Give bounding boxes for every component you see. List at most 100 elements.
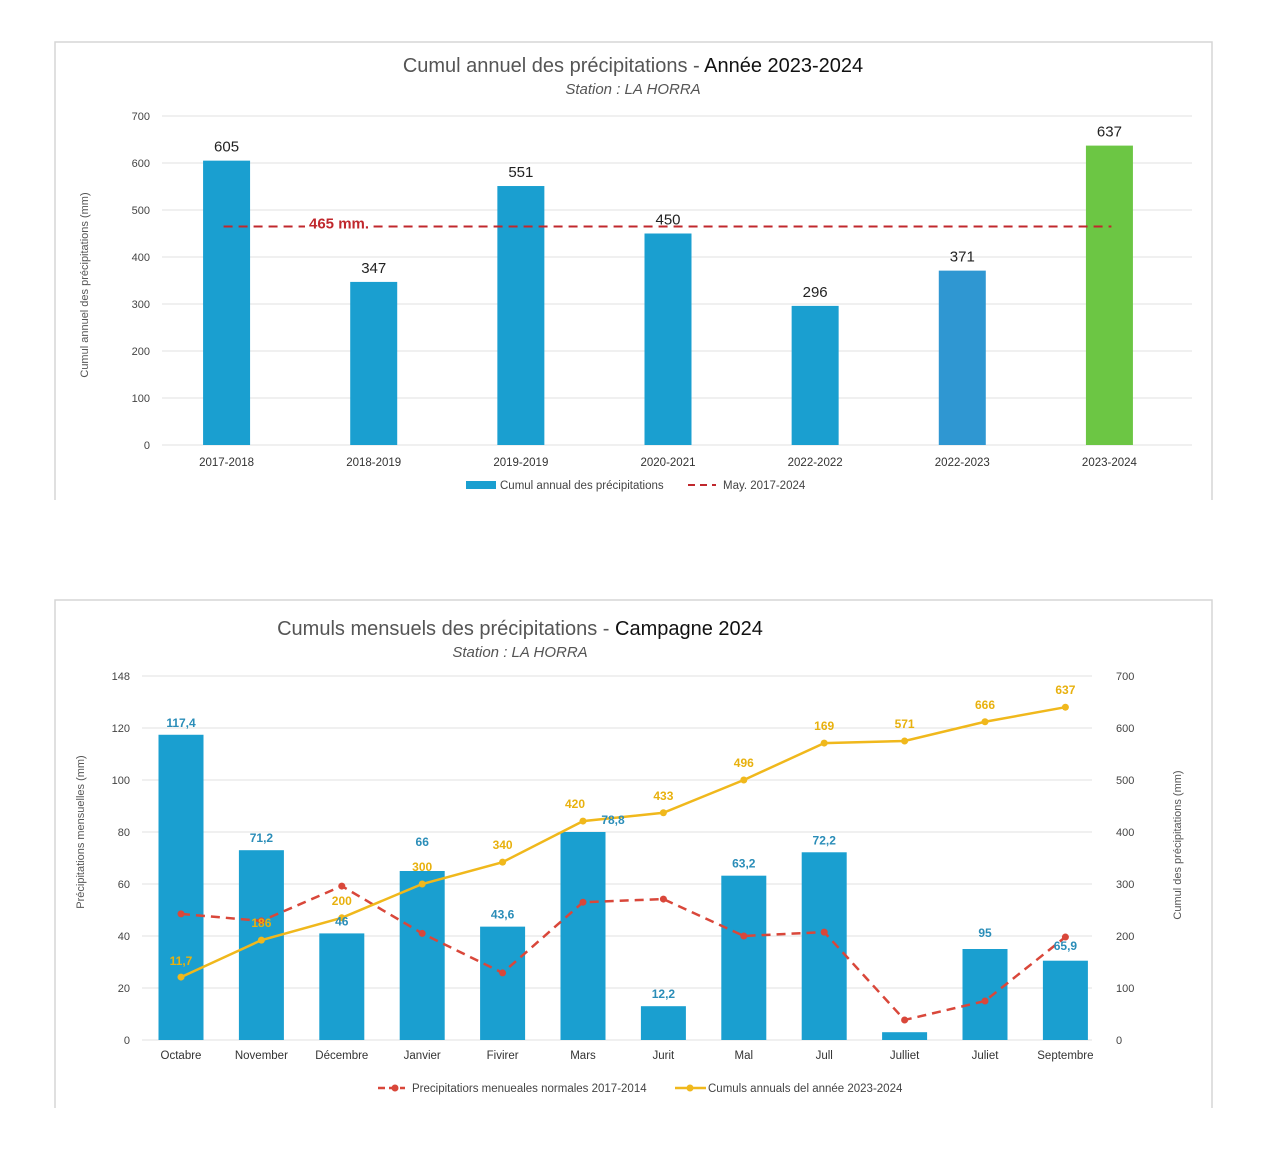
left-y-tick-label: 100: [112, 775, 130, 787]
bar-value-label: 605: [214, 139, 239, 156]
normal-monthly-point: [740, 932, 748, 940]
cumul-point: [659, 809, 667, 817]
x-tick-label: 2023-2024: [1082, 457, 1138, 469]
mean-label-background: [305, 214, 373, 231]
bar-2022-2022: [791, 305, 839, 445]
bar-Fivirer: [480, 926, 526, 1040]
y-tick-label: 500: [132, 205, 150, 217]
cumul-value-label: 340: [493, 838, 513, 852]
x-tick-label: Janvier: [404, 1050, 441, 1062]
bar-value-label: 637: [1097, 124, 1122, 141]
cumul-value-label: 186: [251, 916, 271, 930]
chart2-legend-normal-marker: [391, 1084, 399, 1092]
bar-value-label: 296: [803, 284, 828, 301]
cumul-value-label: 433: [653, 789, 673, 803]
x-tick-label: 2019-2019: [493, 457, 548, 469]
cumul-value-label: 420: [565, 797, 585, 811]
x-tick-label: Septembre: [1037, 1050, 1093, 1062]
left-y-tick-label: 0: [124, 1035, 130, 1047]
cumul-value-label: 169: [814, 719, 834, 733]
chart1-legend-bar-swatch: [466, 481, 496, 489]
cumul-value-label: 11,7: [170, 954, 193, 968]
cumul-point: [740, 776, 748, 784]
bar-value-label: 71,2: [250, 831, 274, 845]
normal-monthly-point: [338, 882, 346, 890]
bar-Octabre: [158, 734, 204, 1040]
bar-Mars: [560, 832, 606, 1040]
bar-Juliet: [962, 949, 1008, 1040]
bar-Mal: [721, 875, 767, 1040]
chart2-plot: 0 0 20 100 40 200 60 300 80 400 100 500 120 600 148 700…: [112, 671, 1135, 1062]
right-y-tick-label: 600: [1116, 723, 1134, 735]
x-tick-label: Jurit: [653, 1050, 676, 1062]
normal-monthly-line: [180, 884, 1067, 1022]
bar-Jull: [801, 852, 847, 1040]
chart1-panel: [54, 41, 1213, 500]
bar-value-label: 450: [655, 212, 680, 229]
mean-reference-label: 465 mm.: [309, 215, 369, 232]
chart2-legend-cumul-label: Cumuls annuals del année 2023-2024: [708, 1083, 903, 1095]
right-y-tick-label: 200: [1116, 931, 1134, 943]
cumul-point: [1061, 703, 1069, 711]
bar-2018-2019: [350, 281, 398, 445]
x-tick-label: November: [235, 1050, 288, 1062]
cumul-point: [579, 817, 587, 825]
x-tick-label: 2017-2018: [199, 457, 254, 469]
left-y-tick-label: 80: [118, 827, 130, 839]
normal-monthly-point: [659, 895, 667, 903]
x-tick-label: Jull: [816, 1050, 833, 1062]
bar-2020-2021: [644, 233, 692, 445]
bar-value-label: 12,2: [652, 987, 676, 1001]
x-tick-label: Juliet: [972, 1050, 1000, 1062]
bar-value-label: 551: [508, 164, 533, 181]
chart1-plot: 0 100 200 300 400 500 600 700 605 2017-2018 347 201…: [132, 111, 1192, 469]
bar-2019-2019: [497, 186, 545, 445]
bar-value-label: 72,2: [813, 833, 837, 847]
cumul-point: [257, 936, 265, 944]
bar-value-label: 95: [978, 926, 992, 940]
normal-monthly-point: [901, 1016, 909, 1024]
x-tick-label: Mal: [735, 1050, 754, 1062]
bar-Janvier: [399, 871, 445, 1040]
chart2-subtitle: Station : LA HORRA: [452, 644, 587, 661]
chart2-right-axis-title: Cumul des précipitations (mm): [1172, 770, 1184, 919]
y-tick-label: 700: [132, 111, 150, 123]
chart1-legend-bar-label: Cumul annual des précipitations: [500, 480, 664, 492]
chart1-legend-mean-label: May. 2017-2024: [723, 480, 806, 492]
chart2-title: Cumuls mensuels des précipitations - Cam…: [277, 618, 763, 640]
left-y-tick-label: 60: [118, 879, 130, 891]
bar-value-label: 347: [361, 260, 386, 277]
cumul-line: [180, 705, 1066, 979]
chart1-title: Cumul annuel des précipitations - Année …: [403, 55, 863, 77]
cumul-value-label: 637: [1055, 683, 1075, 697]
bar-value-label: 43,6: [491, 908, 515, 922]
normal-monthly-point: [418, 929, 426, 937]
x-tick-label: Mars: [570, 1050, 596, 1062]
y-tick-label: 600: [132, 158, 150, 170]
right-y-tick-label: 400: [1116, 827, 1134, 839]
cumul-point: [418, 880, 426, 888]
right-y-tick-label: 500: [1116, 775, 1134, 787]
chart1-y-axis-title: Cumul annuel des précipitations (mm): [79, 192, 91, 377]
normal-monthly-point: [177, 910, 185, 918]
bar-2017-2018: [203, 160, 251, 445]
chart2-legend-normal-label: Precipitatiors menueales normales 2017-2…: [412, 1083, 647, 1095]
cumul-point: [820, 739, 828, 747]
left-y-tick-label: 20: [118, 983, 130, 995]
cumul-point: [981, 718, 989, 726]
bar-value-label: 46: [335, 914, 349, 928]
y-tick-label: 400: [132, 252, 150, 264]
y-tick-label: 0: [144, 440, 150, 452]
x-tick-label: Octabre: [161, 1050, 202, 1062]
cumul-value-label: 571: [895, 717, 915, 731]
chart2-panel: [54, 599, 1213, 1108]
right-y-tick-label: 300: [1116, 879, 1134, 891]
bar-2023-2024: [1085, 145, 1133, 446]
right-y-tick-label: 0: [1116, 1035, 1122, 1047]
cumul-value-label: 200: [332, 894, 352, 908]
x-tick-label: Fivirer: [487, 1050, 519, 1062]
normal-monthly-point: [257, 917, 265, 925]
normal-monthly-point: [499, 969, 507, 977]
bar-value-label: 66: [416, 835, 430, 849]
cumul-point: [177, 973, 185, 981]
